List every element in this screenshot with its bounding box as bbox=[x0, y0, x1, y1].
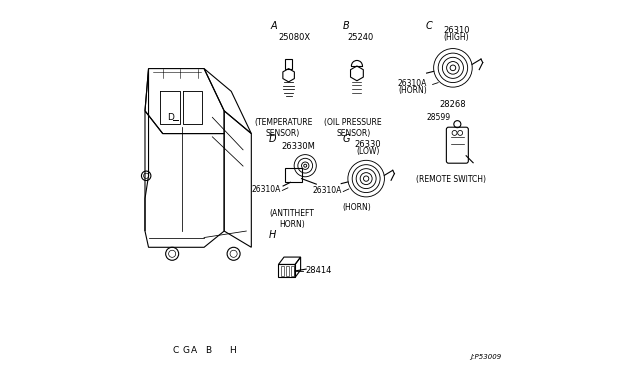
Text: 26310A: 26310A bbox=[313, 186, 342, 195]
Text: D: D bbox=[167, 113, 174, 122]
Text: C: C bbox=[426, 21, 432, 31]
Bar bbox=[286, 266, 289, 276]
Text: 26330: 26330 bbox=[355, 140, 381, 149]
Text: 26310A: 26310A bbox=[397, 79, 427, 88]
Text: H: H bbox=[268, 230, 276, 240]
Text: 28599: 28599 bbox=[426, 113, 450, 122]
Text: 25080X: 25080X bbox=[278, 33, 310, 42]
Bar bbox=[285, 60, 292, 68]
Bar bbox=[285, 167, 301, 182]
Text: (TEMPERATURE
SENSOR): (TEMPERATURE SENSOR) bbox=[254, 118, 312, 138]
Text: B: B bbox=[342, 21, 349, 31]
Text: 25240: 25240 bbox=[348, 33, 374, 42]
Text: (HORN): (HORN) bbox=[342, 203, 371, 212]
Text: H: H bbox=[229, 346, 236, 355]
Text: D: D bbox=[268, 134, 276, 144]
Text: (HIGH): (HIGH) bbox=[444, 33, 469, 42]
Text: (OIL PRESSURE
SENSOR): (OIL PRESSURE SENSOR) bbox=[324, 118, 382, 138]
Bar bbox=[278, 264, 295, 278]
Text: B: B bbox=[205, 346, 211, 355]
Text: A: A bbox=[271, 21, 277, 31]
Text: 26310A: 26310A bbox=[252, 185, 281, 194]
Text: 28268: 28268 bbox=[440, 100, 466, 109]
Text: (HORN): (HORN) bbox=[398, 86, 427, 95]
Text: (REMOTE SWITCH): (REMOTE SWITCH) bbox=[416, 175, 486, 184]
Text: J:P53009: J:P53009 bbox=[470, 353, 501, 359]
Text: (LOW): (LOW) bbox=[356, 147, 380, 156]
Text: (ANTITHEFT
HORN): (ANTITHEFT HORN) bbox=[270, 209, 315, 229]
Text: C: C bbox=[172, 346, 179, 355]
Text: 26310: 26310 bbox=[444, 26, 470, 35]
Text: G: G bbox=[182, 346, 189, 355]
Text: 28414: 28414 bbox=[305, 266, 332, 275]
Text: G: G bbox=[342, 134, 349, 144]
Bar bbox=[291, 266, 294, 276]
Text: 26330M: 26330M bbox=[281, 142, 315, 151]
Bar bbox=[282, 266, 284, 276]
Text: A: A bbox=[191, 346, 198, 355]
